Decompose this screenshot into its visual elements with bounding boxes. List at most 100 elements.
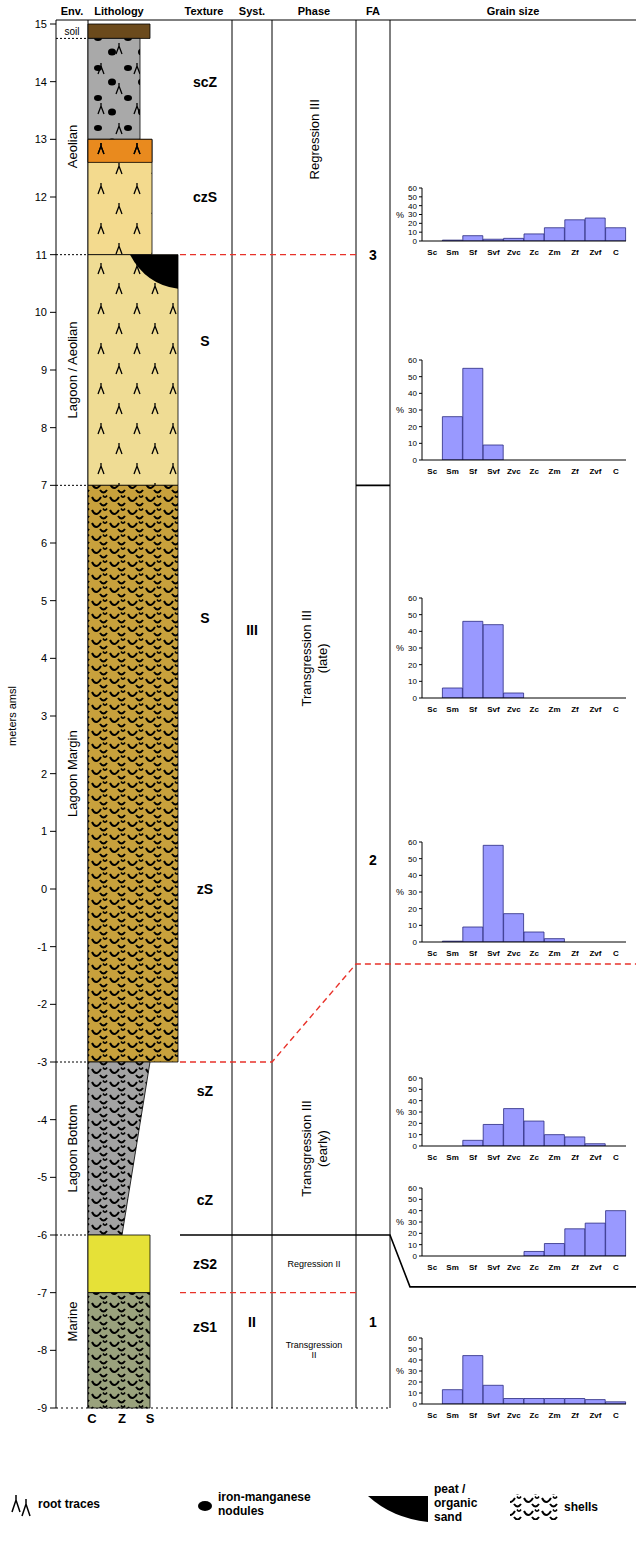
svg-text:14: 14 <box>35 76 47 88</box>
svg-text:Regression III: Regression III <box>307 99 322 179</box>
svg-text:Zc: Zc <box>530 1263 540 1272</box>
svg-text:Transgression III: Transgression III <box>299 610 314 706</box>
svg-text:Zc: Zc <box>530 467 540 476</box>
svg-text:20: 20 <box>408 219 417 228</box>
svg-text:2: 2 <box>41 768 47 780</box>
svg-text:zS: zS <box>197 881 213 897</box>
svg-text:-8: -8 <box>37 1344 47 1356</box>
svg-text:0: 0 <box>413 1400 418 1409</box>
svg-text:Zm: Zm <box>549 1411 561 1420</box>
svg-text:10: 10 <box>35 306 47 318</box>
svg-text:20: 20 <box>408 1378 417 1387</box>
svg-text:60: 60 <box>408 594 417 603</box>
svg-text:20: 20 <box>408 1119 417 1128</box>
svg-text:C: C <box>613 705 619 714</box>
svg-text:S: S <box>146 1411 155 1426</box>
svg-text:Svf: Svf <box>487 1411 500 1420</box>
svg-text:Sm: Sm <box>446 1153 458 1162</box>
svg-text:-4: -4 <box>37 1114 47 1126</box>
svg-text:Phase: Phase <box>298 5 330 17</box>
svg-text:Zvf: Zvf <box>589 949 601 958</box>
svg-text:10: 10 <box>408 1389 417 1398</box>
svg-text:Marine: Marine <box>65 1302 80 1342</box>
svg-text:20: 20 <box>408 423 417 432</box>
svg-text:4: 4 <box>41 652 47 664</box>
svg-text:Zvc: Zvc <box>507 248 521 257</box>
svg-text:Lagoon / Aeolian: Lagoon / Aeolian <box>65 322 80 419</box>
svg-text:30: 30 <box>408 1367 417 1376</box>
svg-text:7: 7 <box>41 479 47 491</box>
svg-text:-2: -2 <box>37 998 47 1010</box>
svg-text:50: 50 <box>408 611 417 620</box>
svg-text:Zvc: Zvc <box>507 1263 521 1272</box>
svg-text:15: 15 <box>35 18 47 30</box>
svg-text:40: 40 <box>408 389 417 398</box>
svg-text:Sf: Sf <box>469 248 477 257</box>
svg-text:Zf: Zf <box>571 248 579 257</box>
svg-text:Aeolian: Aeolian <box>65 125 80 168</box>
svg-text:30: 30 <box>408 210 417 219</box>
svg-text:zS2: zS2 <box>193 1256 217 1272</box>
svg-text:50: 50 <box>408 855 417 864</box>
svg-text:Zc: Zc <box>530 1411 540 1420</box>
svg-text:Zf: Zf <box>571 1153 579 1162</box>
svg-text:60: 60 <box>408 184 417 193</box>
svg-text:(early): (early) <box>315 1130 330 1167</box>
svg-text:cZ: cZ <box>197 1192 214 1208</box>
svg-text:-3: -3 <box>37 1056 47 1068</box>
svg-text:40: 40 <box>408 871 417 880</box>
svg-text:Sm: Sm <box>446 467 458 476</box>
svg-text:0: 0 <box>413 938 418 947</box>
svg-text:Svf: Svf <box>487 949 500 958</box>
svg-text:0: 0 <box>413 456 418 465</box>
svg-text:%: % <box>396 643 404 653</box>
svg-text:-6: -6 <box>37 1229 47 1241</box>
svg-text:Svf: Svf <box>487 705 500 714</box>
svg-text:Zc: Zc <box>530 949 540 958</box>
svg-text:C: C <box>87 1411 97 1426</box>
svg-text:Sm: Sm <box>446 705 458 714</box>
svg-text:10: 10 <box>408 228 417 237</box>
svg-text:10: 10 <box>408 1241 417 1250</box>
svg-text:Zvc: Zvc <box>507 1153 521 1162</box>
svg-text:Svf: Svf <box>487 467 500 476</box>
svg-text:Z: Z <box>118 1411 126 1426</box>
svg-text:Zf: Zf <box>571 467 579 476</box>
svg-text:Sf: Sf <box>469 1263 477 1272</box>
svg-text:Lagoon Bottom: Lagoon Bottom <box>65 1104 80 1192</box>
svg-text:Zvf: Zvf <box>589 1263 601 1272</box>
svg-text:20: 20 <box>408 661 417 670</box>
svg-text:scZ: scZ <box>193 74 218 90</box>
svg-text:Sc: Sc <box>427 1153 437 1162</box>
svg-text:Texture: Texture <box>185 5 224 17</box>
svg-text:Lithology: Lithology <box>94 5 144 17</box>
svg-text:Sc: Sc <box>427 949 437 958</box>
svg-text:%: % <box>396 887 404 897</box>
svg-text:czS: czS <box>193 189 217 205</box>
svg-text:30: 30 <box>408 1108 417 1117</box>
svg-text:meters amsl: meters amsl <box>6 686 18 746</box>
svg-text:Zvf: Zvf <box>589 467 601 476</box>
svg-text:soil: soil <box>64 26 79 37</box>
svg-text:60: 60 <box>408 1184 417 1193</box>
svg-text:8: 8 <box>41 422 47 434</box>
svg-text:%: % <box>396 1107 404 1117</box>
svg-text:50: 50 <box>408 373 417 382</box>
svg-text:C: C <box>613 1263 619 1272</box>
svg-text:zS1: zS1 <box>193 1319 217 1335</box>
svg-text:Sc: Sc <box>427 248 437 257</box>
svg-text:1: 1 <box>41 825 47 837</box>
svg-text:60: 60 <box>408 838 417 847</box>
svg-text:10: 10 <box>408 1131 417 1140</box>
svg-text:Zvf: Zvf <box>589 248 601 257</box>
svg-text:40: 40 <box>408 627 417 636</box>
svg-text:Transgression: Transgression <box>286 1340 343 1350</box>
svg-text:Sm: Sm <box>446 1263 458 1272</box>
svg-text:C: C <box>613 1411 619 1420</box>
svg-text:FA: FA <box>366 5 380 17</box>
svg-text:Sf: Sf <box>469 705 477 714</box>
svg-text:Zc: Zc <box>530 1153 540 1162</box>
svg-text:S: S <box>200 610 209 626</box>
svg-text:C: C <box>613 949 619 958</box>
svg-text:0: 0 <box>413 1142 418 1151</box>
